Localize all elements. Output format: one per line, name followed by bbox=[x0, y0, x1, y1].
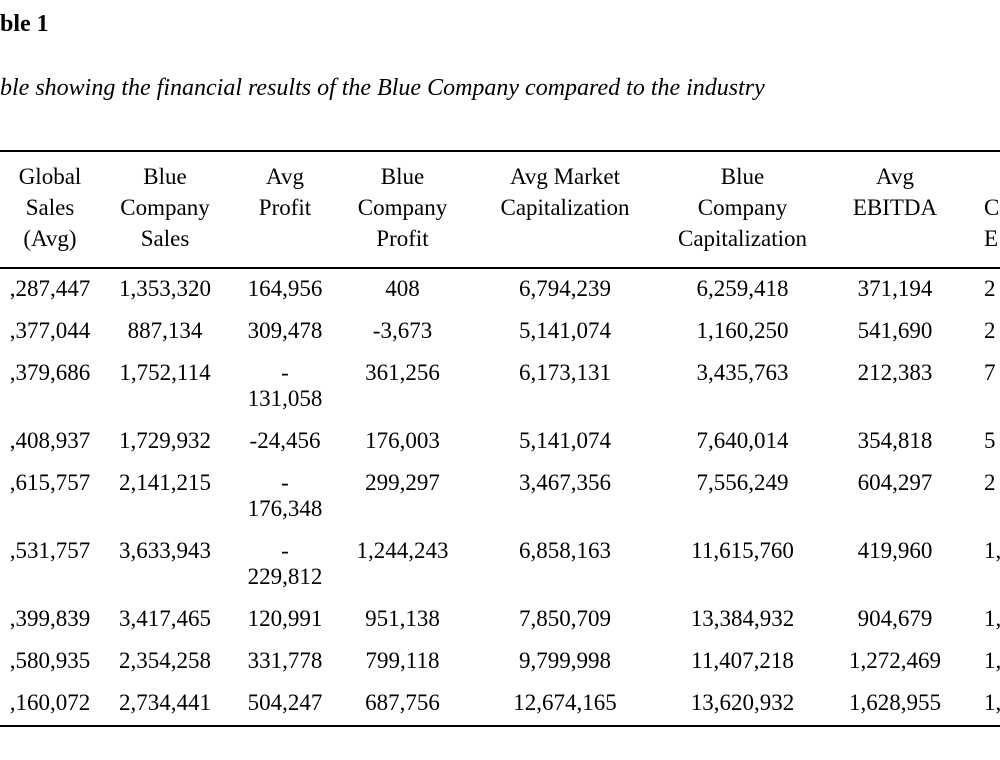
table-cell: 2,354,258 bbox=[119, 648, 211, 673]
table-cell: 7,640,014 bbox=[696, 428, 789, 453]
table-caption: ble showing the financial results of the… bbox=[0, 75, 765, 101]
table-cell: 309,478 bbox=[247, 318, 323, 343]
table-cell: 120,991 bbox=[247, 606, 323, 631]
column-header-avg-market-capitalization: Avg Market Capitalization bbox=[465, 151, 665, 269]
table-cell-clipped: 1, bbox=[984, 648, 1000, 673]
table-cell: 354,818 bbox=[857, 428, 933, 453]
table-cell: 361,256 bbox=[365, 360, 440, 385]
table-row: ,399,839 3,417,465 120,991 951,138 7,850… bbox=[0, 599, 1000, 641]
table-cell: 541,690 bbox=[857, 318, 933, 343]
table-cell: 5,141,074 bbox=[519, 318, 611, 343]
table-cell: 331,778 bbox=[247, 648, 323, 673]
financial-table: Global Sales (Avg) Blue Company Sales Av… bbox=[0, 150, 1000, 727]
table-cell: - 229,812 bbox=[247, 538, 323, 589]
table-cell: 687,756 bbox=[365, 690, 440, 715]
table-cell: 799,118 bbox=[365, 648, 440, 673]
table-cell: 1,729,932 bbox=[119, 428, 211, 453]
table-cell: 3,467,356 bbox=[519, 470, 611, 495]
table-cell: 1,244,243 bbox=[356, 538, 449, 563]
table-cell: 604,297 bbox=[857, 470, 933, 495]
table-cell: 419,960 bbox=[857, 538, 933, 563]
table-cell: 1,628,955 bbox=[849, 690, 941, 715]
table-cell: 9,799,998 bbox=[519, 648, 611, 673]
table-cell: 299,297 bbox=[365, 470, 440, 495]
table-cell: 176,003 bbox=[365, 428, 440, 453]
table-row: ,160,072 2,734,441 504,247 687,756 12,67… bbox=[0, 683, 1000, 726]
table-cell: ,580,935 bbox=[9, 648, 91, 673]
table-cell: 1,752,114 bbox=[119, 360, 211, 385]
table-cell: 7,556,249 bbox=[696, 470, 789, 495]
table-cell: 164,956 bbox=[247, 276, 323, 301]
table-cell-clipped: 7 bbox=[984, 360, 996, 385]
table-cell: ,531,757 bbox=[9, 538, 91, 563]
table-cell: -3,673 bbox=[372, 318, 433, 343]
column-header-blue-company-capitalization: Blue Company Capitalization bbox=[665, 151, 820, 269]
column-header-avg-profit: Avg Profit bbox=[230, 151, 340, 269]
table-cell: ,615,757 bbox=[9, 470, 91, 495]
table-row: ,287,447 1,353,320 164,956 408 6,794,239… bbox=[0, 268, 1000, 311]
table-cell: ,287,447 bbox=[9, 276, 91, 301]
table-cell: ,408,937 bbox=[9, 428, 91, 453]
table-cell-clipped: 5 bbox=[984, 428, 996, 453]
column-header-blue-company-profit: Blue Company Profit bbox=[340, 151, 465, 269]
table-cell: - 131,058 bbox=[247, 360, 323, 411]
column-header-global-sales-avg: Global Sales (Avg) bbox=[0, 151, 100, 269]
table-cell: 11,407,218 bbox=[691, 648, 794, 673]
table-row: ,531,757 3,633,943 - 229,812 1,244,243 6… bbox=[0, 531, 1000, 599]
table-cell-clipped: 1, bbox=[984, 606, 1000, 631]
table-cell: - 176,348 bbox=[247, 470, 323, 521]
table-cell-clipped: 2 bbox=[984, 318, 996, 343]
table-cell: ,377,044 bbox=[9, 318, 91, 343]
table-row: ,615,757 2,141,215 - 176,348 299,297 3,4… bbox=[0, 463, 1000, 531]
table-cell: 13,620,932 bbox=[690, 690, 795, 715]
table-cell: 212,383 bbox=[857, 360, 933, 385]
table-cell: -24,456 bbox=[249, 428, 321, 453]
column-header-company-ebitda-clipped: C E bbox=[970, 151, 1000, 269]
table-cell: 1,353,320 bbox=[119, 276, 211, 301]
table-cell: 6,173,131 bbox=[519, 360, 611, 385]
table-cell: 3,435,763 bbox=[696, 360, 789, 385]
table-row: ,580,935 2,354,258 331,778 799,118 9,799… bbox=[0, 641, 1000, 683]
table-row: ,379,686 1,752,114 - 131,058 361,256 6,1… bbox=[0, 353, 1000, 421]
table-cell: 3,633,943 bbox=[119, 538, 211, 563]
table-cell: 951,138 bbox=[365, 606, 440, 631]
table-cell: 7,850,709 bbox=[519, 606, 611, 631]
table-cell: 6,794,239 bbox=[519, 276, 611, 301]
table-cell: ,399,839 bbox=[9, 606, 91, 631]
table-cell: 11,615,760 bbox=[691, 538, 794, 563]
table-cell: ,379,686 bbox=[9, 360, 91, 385]
header-row: Global Sales (Avg) Blue Company Sales Av… bbox=[0, 151, 1000, 269]
table-cell: 5,141,074 bbox=[519, 428, 611, 453]
table-cell-clipped: 2 bbox=[984, 276, 996, 301]
table-cell: 504,247 bbox=[247, 690, 323, 715]
table-cell-clipped: 2 bbox=[984, 470, 996, 495]
table-cell: 6,259,418 bbox=[696, 276, 789, 301]
table-cell: 408 bbox=[385, 276, 420, 301]
column-header-blue-company-sales: Blue Company Sales bbox=[100, 151, 230, 269]
table-cell-clipped: 1, bbox=[984, 690, 1000, 715]
table-cell: 887,134 bbox=[127, 318, 203, 343]
table-cell: 371,194 bbox=[857, 276, 933, 301]
table-cell: 1,160,250 bbox=[696, 318, 789, 343]
table-cell: 2,141,215 bbox=[119, 470, 211, 495]
table-cell: 12,674,165 bbox=[513, 690, 617, 715]
table-cell: 13,384,932 bbox=[690, 606, 795, 631]
table-cell: 2,734,441 bbox=[119, 690, 211, 715]
column-header-avg-ebitda: Avg EBITDA bbox=[820, 151, 970, 269]
table-cell: 904,679 bbox=[857, 606, 933, 631]
table-row: ,377,044 887,134 309,478 -3,673 5,141,07… bbox=[0, 311, 1000, 353]
table-cell: 1,272,469 bbox=[849, 648, 941, 673]
table-row: ,408,937 1,729,932 -24,456 176,003 5,141… bbox=[0, 421, 1000, 463]
table-number: ble 1 bbox=[0, 11, 49, 37]
table-cell-clipped: 1, bbox=[984, 538, 1000, 563]
table-cell: ,160,072 bbox=[9, 690, 91, 715]
table-cell: 6,858,163 bbox=[519, 538, 611, 563]
table-cell: 3,417,465 bbox=[119, 606, 211, 631]
